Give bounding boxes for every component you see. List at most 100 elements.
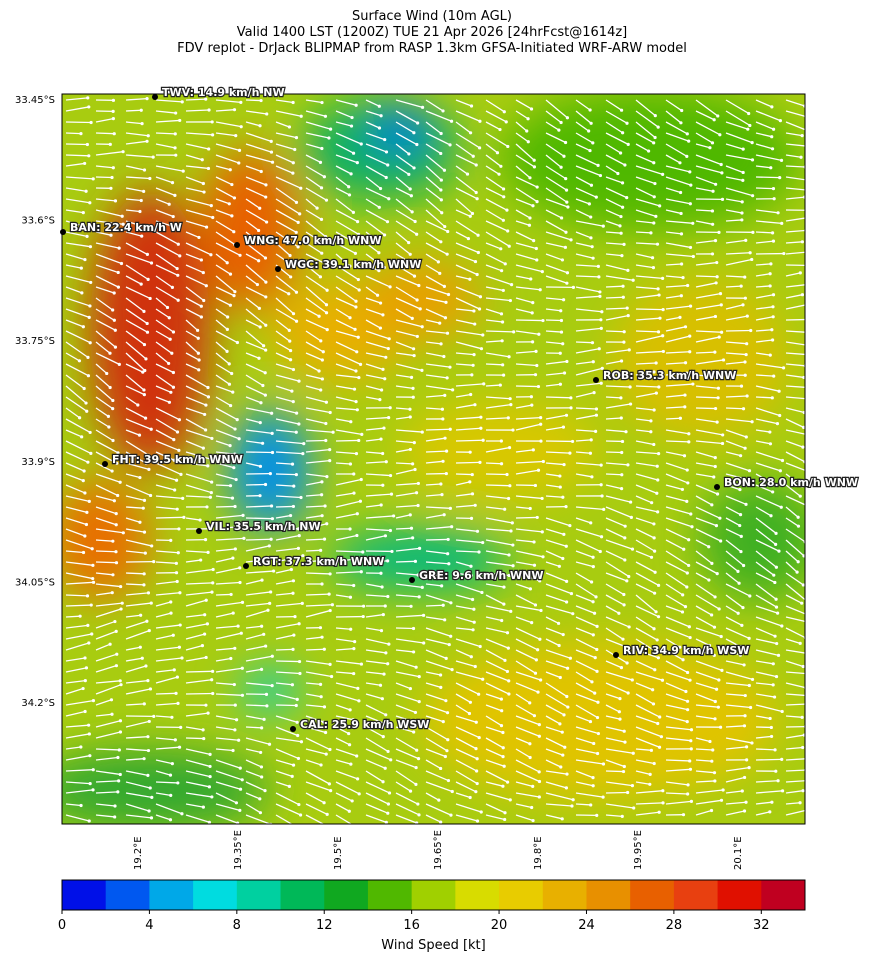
station-dot <box>102 461 108 467</box>
wind-arrow-head <box>631 784 634 787</box>
wind-arrow-head <box>661 334 664 337</box>
wind-arrow-head <box>210 795 213 798</box>
wind-arrow-head <box>416 335 419 338</box>
wind-arrow-head <box>588 108 591 111</box>
wind-arrow-head <box>169 774 172 777</box>
wind-arrow-head <box>751 194 754 197</box>
wind-arrow-head <box>176 430 179 433</box>
wind-arrow-head <box>620 359 623 362</box>
wind-arrow-head <box>742 148 745 151</box>
wind-arrow-head <box>415 233 418 236</box>
wind-arrow-head <box>202 806 205 809</box>
wind-arrow-head <box>529 587 532 590</box>
wind-arrow-head <box>119 683 122 686</box>
wind-arrow-head <box>806 808 809 811</box>
wind-arrow <box>486 485 510 486</box>
wind-arrow-head <box>475 191 478 194</box>
station-label: ROB: 35.3 km/h WNW <box>603 369 736 382</box>
wind-arrow-head <box>443 513 446 516</box>
wind-arrow-head <box>169 391 172 394</box>
wind-arrow-head <box>592 784 595 787</box>
wind-arrow-head <box>416 504 419 507</box>
wind-arrow-head <box>360 662 363 665</box>
wind-arrow-head <box>597 732 600 735</box>
wind-arrow <box>246 705 267 706</box>
wind-arrow-head <box>380 585 383 588</box>
wind-arrow-head <box>558 474 561 477</box>
wind-arrow-head <box>771 490 774 493</box>
wind-arrow-head <box>439 152 442 155</box>
wind-arrow-head <box>202 271 205 274</box>
wind-arrow-head <box>349 596 352 599</box>
wind-arrow-head <box>117 779 120 782</box>
wind-arrow-head <box>503 811 506 814</box>
wind-arrow-head <box>86 461 89 464</box>
wind-arrow-head <box>208 821 211 824</box>
wind-arrow-head <box>289 358 292 361</box>
wind-arrow-head <box>197 352 200 355</box>
wind-arrow-head <box>197 368 200 371</box>
wind-arrow <box>66 616 80 617</box>
wind-arrow-head <box>601 796 604 799</box>
wind-arrow-head <box>714 183 717 186</box>
wind-arrow-head <box>652 522 655 525</box>
wind-arrow-head <box>270 140 273 143</box>
wind-arrow-head <box>115 630 118 633</box>
wind-arrow <box>306 573 330 574</box>
wind-arrow-head <box>141 657 144 660</box>
lat-label: 34.05°S <box>15 577 55 588</box>
wind-arrow-head <box>413 441 416 444</box>
wind-arrow-head <box>84 401 87 404</box>
wind-arrow-head <box>383 377 386 380</box>
wind-arrow-head <box>352 672 355 675</box>
wind-arrow-head <box>319 388 322 391</box>
wind-arrow-head <box>594 430 597 433</box>
wind-arrow-head <box>744 503 747 506</box>
wind-arrow-head <box>357 376 360 379</box>
wind-arrow-head <box>173 194 176 197</box>
wind-arrow-head <box>647 149 650 152</box>
wind-arrow-head <box>379 187 382 190</box>
wind-arrow-head <box>773 197 776 200</box>
wind-arrow-head <box>744 447 747 450</box>
wind-arrow-head <box>292 764 295 767</box>
wind-arrow-head <box>598 290 601 293</box>
wind-arrow-head <box>812 250 815 253</box>
wind-arrow-head <box>740 285 743 288</box>
wind-arrow-head <box>531 340 534 343</box>
wind-arrow-head <box>476 757 479 760</box>
wind-arrow-head <box>536 516 539 519</box>
wind-arrow-head <box>144 357 147 360</box>
wind-arrow-head <box>477 693 480 696</box>
wind-arrow-head <box>683 393 686 396</box>
wind-arrow-head <box>197 337 200 340</box>
wind-arrow-head <box>503 659 506 662</box>
wind-arrow-head <box>323 504 326 507</box>
wind-arrow-head <box>264 644 267 647</box>
wind-arrow-head <box>795 571 798 574</box>
wind-arrow-head <box>539 416 542 419</box>
wind-arrow-head <box>602 762 605 765</box>
wind-arrow-head <box>259 325 262 328</box>
wind-arrow-head <box>264 256 267 259</box>
wind-arrow-head <box>505 120 508 123</box>
wind-arrow-head <box>325 475 328 478</box>
wind-arrow-head <box>565 545 568 548</box>
wind-arrow-head <box>231 390 234 393</box>
wind-arrow-head <box>511 543 514 546</box>
wind-arrow-head <box>442 720 445 723</box>
wind-arrow-head <box>110 469 113 472</box>
wind-arrow-head <box>378 206 381 209</box>
wind-arrow-head <box>319 161 322 164</box>
wind-arrow-head <box>140 283 143 286</box>
wind-arrow-head <box>772 315 775 318</box>
wind-arrow-head <box>657 452 660 455</box>
wind-arrow-head <box>289 349 292 352</box>
wind-arrow-head <box>447 293 450 296</box>
wind-arrow-head <box>143 393 146 396</box>
wind-arrow-head <box>505 209 508 212</box>
wind-arrow-head <box>379 326 382 329</box>
colorbar-bin <box>674 880 718 910</box>
wind-arrow-head <box>560 121 563 124</box>
colorbar-bin <box>237 880 281 910</box>
